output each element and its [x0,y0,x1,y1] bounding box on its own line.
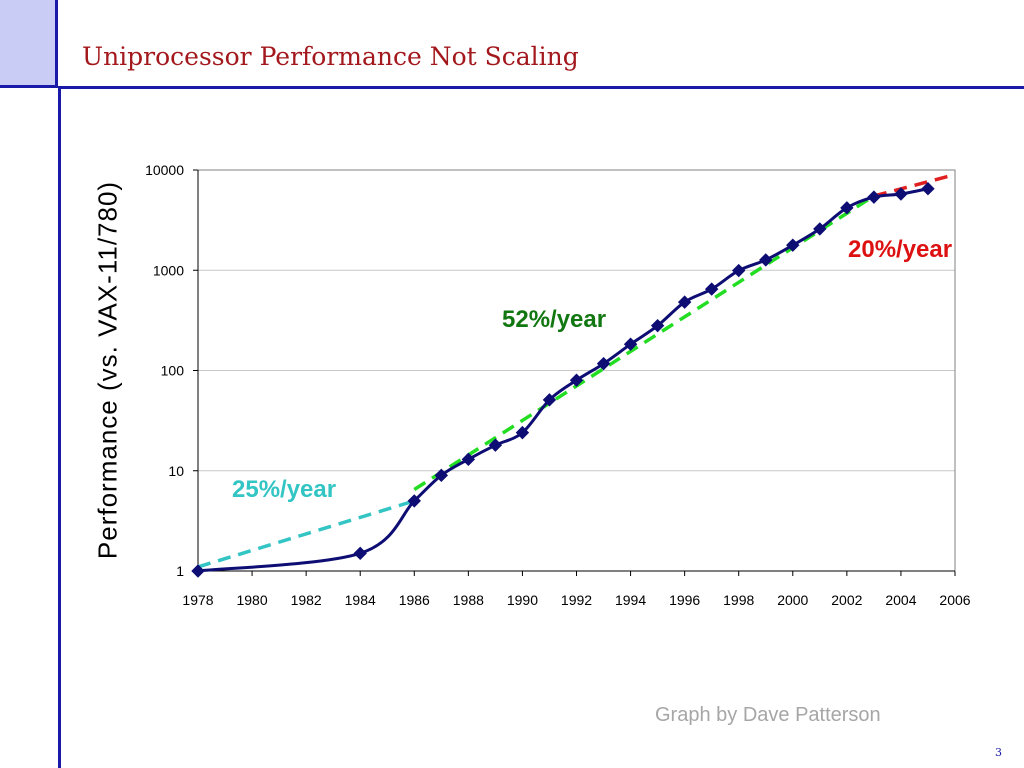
graph-credit: Graph by Dave Patterson [655,704,881,726]
annotation-52-percent: 52%/year [502,306,606,333]
marker-1996 [677,295,692,309]
marker-2001 [813,222,827,236]
x-tick-label-1990: 1990 [507,592,538,608]
left-rule [58,88,61,768]
annotation-20-percent: 20%/year [848,236,952,263]
trend-line-2 [873,172,956,198]
marker-1995 [650,318,665,333]
slide-title: Uniprocessor Performance Not Scaling [82,42,579,71]
marker-1994 [623,337,638,351]
corner-box [0,0,58,88]
marker-2000 [786,238,800,252]
marker-2002 [840,201,854,215]
y-tick-label-10000: 10000 [145,162,184,178]
x-tick-label-1998: 1998 [723,592,754,608]
page-number: 3 [995,746,1002,759]
trend-line-0 [197,499,415,569]
x-tick-label-2002: 2002 [831,592,862,608]
y-tick-label-1000: 1000 [153,262,184,278]
x-tick-label-1984: 1984 [345,592,376,608]
series-lines [197,187,929,573]
marker-2004 [894,187,908,201]
marker-1998 [732,263,746,278]
x-tick-label-1986: 1986 [399,592,430,608]
x-tick-label-2004: 2004 [885,592,916,608]
trend-line-1 [413,194,875,491]
axes [193,169,956,576]
x-tick-label-1982: 1982 [291,592,322,608]
series-line-0 [197,187,929,573]
marker-1997 [704,282,719,296]
x-tick-label-1980: 1980 [236,592,267,608]
y-tick-label-100: 100 [161,363,185,379]
x-tick-label-1992: 1992 [561,592,592,608]
annotation-25-percent: 25%/year [232,476,336,503]
marker-1988 [461,452,476,467]
marker-2005 [921,182,935,196]
x-tick-label-1978: 1978 [182,592,213,608]
y-tick-label-1: 1 [176,563,184,579]
x-tick-label-1994: 1994 [615,592,646,608]
x-tick-label-2006: 2006 [939,592,970,608]
marker-1991 [542,393,557,407]
trend-lines [197,172,956,569]
marker-1987 [434,468,449,483]
tick-labels: 1 10 100 1000 10000 1978 1980 1982 1984 1986 1988 1… [145,162,971,608]
marker-1989 [488,438,503,452]
marker-1999 [759,253,773,267]
y-tick-label-10: 10 [168,463,184,479]
marker-1986 [407,494,421,508]
data-markers [191,182,935,578]
marker-2003 [867,190,881,204]
x-tick-label-1996: 1996 [669,592,700,608]
marker-1993 [596,356,611,371]
marker-1984 [353,546,367,561]
marker-1990 [515,425,530,440]
x-tick-label-2000: 2000 [777,592,808,608]
marker-1978 [191,564,205,578]
top-rule [58,86,1024,89]
marker-1992 [569,373,584,387]
x-tick-label-1988: 1988 [453,592,484,608]
